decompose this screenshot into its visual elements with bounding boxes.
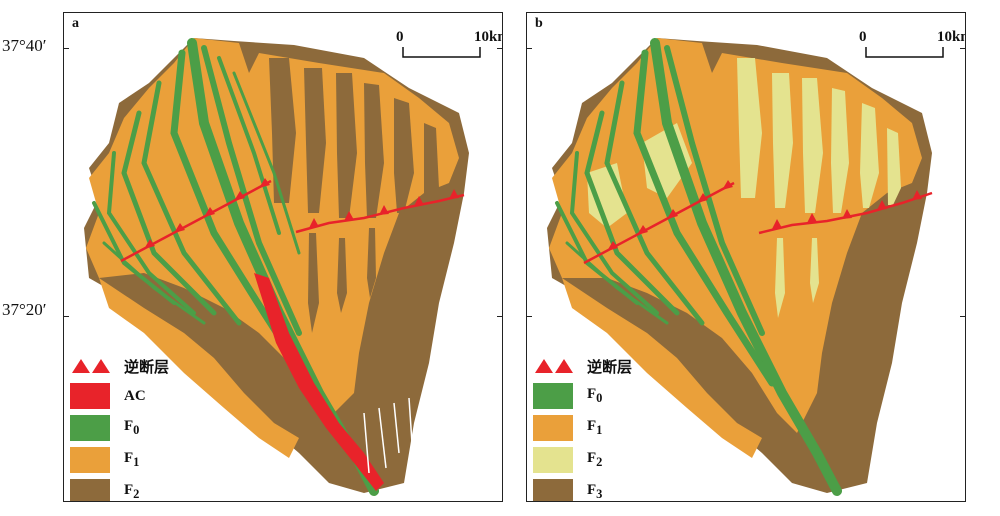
map-panel-a: a 0 10km 逆断层 AC F0 F1 F2: [63, 12, 503, 502]
legend-swatch: [70, 415, 110, 441]
legend-swatch: [70, 447, 110, 473]
legend-label: 逆断层: [124, 359, 170, 376]
frame-tick: [960, 48, 966, 49]
legend-swatch: [533, 415, 573, 441]
legend-b: 逆断层 F0 F1 F2 F3: [533, 353, 653, 501]
frame-tick: [497, 316, 503, 317]
scale-bar-a: 0 10km: [396, 29, 502, 59]
unit-f1-left-lobe: [99, 278, 299, 458]
frame-tick: [526, 48, 532, 49]
unit-f1-left-lobe: [562, 278, 762, 458]
scale-zero: 0: [396, 29, 404, 45]
legend-item-f1: F1: [533, 415, 602, 441]
legend-swatch: [533, 383, 573, 409]
frame-tick: [497, 48, 503, 49]
scale-max: 10km: [474, 29, 502, 45]
legend-item-f2: F2: [533, 447, 602, 473]
dissected-area: [363, 397, 413, 474]
thrust-fault-b1: [583, 180, 735, 265]
latitude-label-bottom: 37°20′: [2, 300, 47, 319]
legend-swatch: [533, 447, 573, 473]
map-b-geology: [547, 38, 933, 496]
legend-swatch: [70, 383, 110, 409]
thrust-fault-a2: [295, 189, 465, 234]
unit-f0-channels: [555, 38, 842, 496]
legend-item-f3: F3: [533, 479, 603, 501]
legend-label: F3: [587, 482, 603, 501]
map-a-geology: [84, 38, 469, 496]
latitude-label-top: 37°40′: [2, 36, 47, 55]
legend-label: 逆断层: [587, 359, 633, 376]
legend-a: 逆断层 AC F0 F1 F2: [70, 353, 190, 501]
thrust-fault-symbol: [535, 359, 573, 373]
legend-label: F1: [124, 450, 140, 469]
frame-tick: [63, 48, 69, 49]
frame-tick: [526, 316, 532, 317]
panel-label-a: a: [72, 16, 79, 31]
legend-label: F0: [587, 386, 603, 405]
panel-label-b: b: [535, 16, 543, 31]
scale-zero: 0: [859, 29, 867, 45]
frame-tick: [63, 316, 69, 317]
legend-item-f2: F2: [70, 479, 140, 501]
scale-bar-b: 0 10km: [859, 29, 965, 59]
legend-item-f0: F0: [70, 415, 139, 441]
legend-label: F2: [124, 482, 140, 501]
legend-label: F2: [587, 450, 603, 469]
map-panel-b: b 0 10km 逆断层 F0 F1 F2 F3: [526, 12, 966, 502]
legend-label: F1: [587, 418, 603, 437]
legend-swatch: [70, 479, 110, 501]
legend-label: AC: [124, 387, 146, 404]
legend-item-fault: 逆断层: [70, 353, 169, 379]
unit-ac-channel: [254, 273, 384, 491]
legend-item-fault: 逆断层: [533, 353, 632, 379]
legend-item-ac: AC: [70, 383, 146, 409]
scale-max: 10km: [937, 29, 965, 45]
legend-item-f1: F1: [70, 447, 139, 473]
frame-tick: [960, 316, 966, 317]
thrust-fault-symbol: [72, 359, 110, 373]
unit-f2-strips: [269, 58, 439, 333]
unit-f2-strips: [587, 58, 901, 318]
thrust-fault-a1: [120, 178, 272, 263]
legend-label: F0: [124, 418, 140, 437]
legend-swatch: [533, 479, 573, 501]
legend-item-f0: F0: [533, 383, 602, 409]
thrust-fault-b2: [758, 190, 933, 235]
